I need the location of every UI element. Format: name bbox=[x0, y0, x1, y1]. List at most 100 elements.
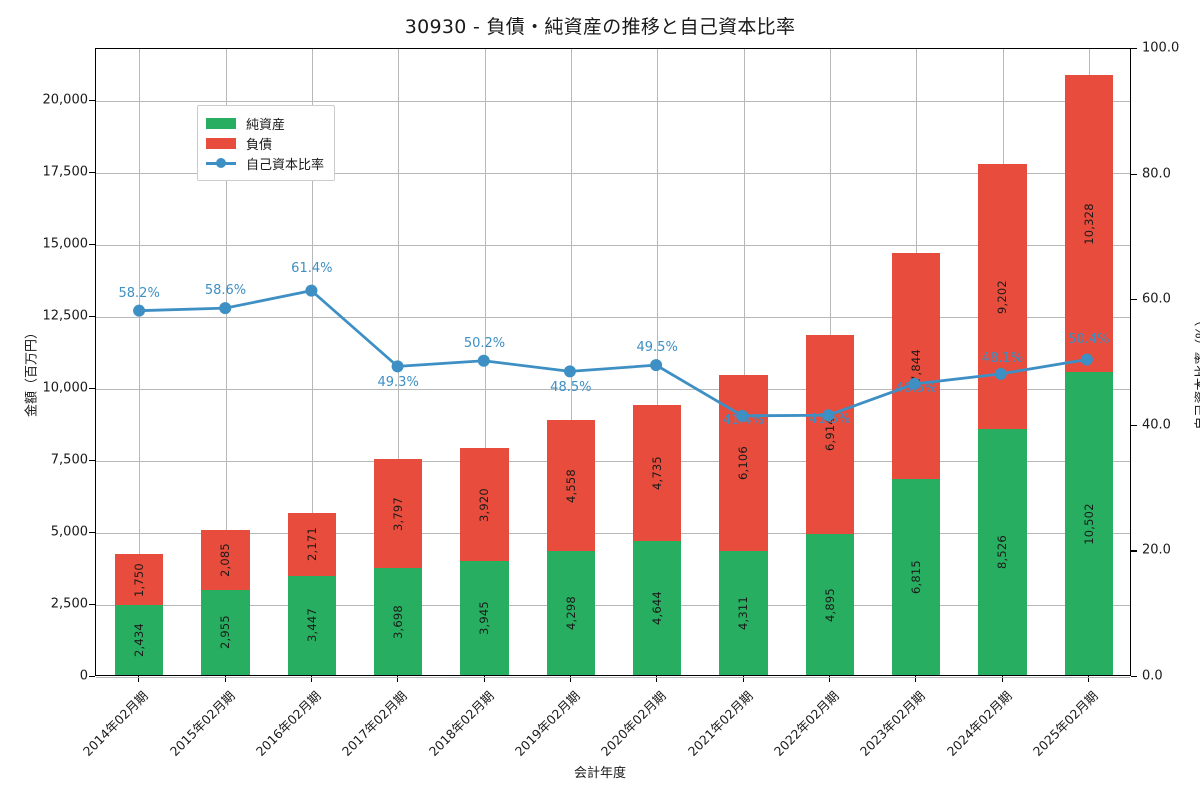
bar-group[interactable]: 2,955 2,085 bbox=[201, 529, 250, 675]
ratio-value-label: 61.4% bbox=[291, 261, 333, 277]
ratio-value-label: 41.5% bbox=[809, 412, 851, 428]
bar-value-label-liability: 3,797 bbox=[391, 496, 406, 531]
y-axis-right-tick-label: 0.0 bbox=[1142, 668, 1163, 684]
x-axis-tick-label: 2025年02月期 bbox=[1029, 688, 1101, 759]
x-axis-tick-label: 2023年02月期 bbox=[857, 688, 928, 759]
y-axis-left-tick-mark bbox=[89, 531, 95, 534]
ratio-value-label: 41.4% bbox=[722, 413, 765, 428]
bar-value-label-liability: 4,558 bbox=[563, 468, 578, 503]
bar-segment-equity[interactable]: 3,945 bbox=[460, 561, 509, 675]
bar-segment-liability[interactable]: 2,171 bbox=[287, 513, 336, 576]
ratio-value-label: 46.5% bbox=[895, 380, 937, 396]
gridline-horizontal bbox=[96, 100, 1130, 102]
bar-value-label-equity: 4,895 bbox=[822, 587, 837, 622]
x-axis-tick-label: 2014年02月期 bbox=[80, 688, 151, 759]
bar-segment-liability[interactable]: 2,085 bbox=[201, 529, 250, 590]
bar-value-label-liability: 2,085 bbox=[218, 542, 233, 577]
x-axis-tick-label: 2017年02月期 bbox=[339, 688, 410, 759]
bar-value-label-liability: 2,171 bbox=[304, 527, 319, 562]
bar-value-label-liability: 1,750 bbox=[132, 562, 147, 597]
gridline-horizontal bbox=[96, 604, 1130, 606]
bar-value-label-equity: 4,644 bbox=[650, 591, 665, 626]
x-axis-tick-mark bbox=[138, 676, 140, 682]
bar-value-label-equity: 10,502 bbox=[1081, 503, 1096, 545]
bar-segment-equity[interactable]: 4,644 bbox=[632, 541, 682, 675]
bar-group[interactable]: 8,526 9,202 bbox=[978, 164, 1027, 675]
x-axis-tick-mark bbox=[915, 676, 917, 682]
bar-segment-liability[interactable]: 9,202 bbox=[978, 164, 1027, 430]
bar-segment-equity[interactable]: 2,955 bbox=[201, 589, 250, 675]
y-axis-right-tick-label: 40.0 bbox=[1142, 417, 1171, 433]
chart-legend: 純資産 負債 自己資本比率 bbox=[197, 105, 336, 181]
gridline-horizontal bbox=[96, 532, 1130, 534]
bar-segment-equity[interactable]: 3,698 bbox=[373, 568, 423, 675]
x-axis-tick-mark bbox=[483, 676, 485, 682]
bar-segment-liability[interactable]: 3,797 bbox=[373, 459, 423, 569]
x-axis-tick-mark bbox=[742, 676, 744, 682]
y-axis-right-tick-label: 100.0 bbox=[1142, 40, 1180, 56]
bar-segment-equity[interactable]: 2,434 bbox=[114, 604, 164, 675]
bar-group[interactable]: 10,502 10,328 bbox=[1064, 74, 1113, 675]
bar-segment-equity[interactable]: 4,895 bbox=[805, 534, 854, 675]
ratio-value-label: 48.1% bbox=[981, 350, 1024, 366]
bar-segment-liability[interactable]: 3,920 bbox=[460, 448, 509, 562]
x-axis-label: 会計年度 bbox=[573, 766, 626, 781]
bar-value-label-equity: 3,945 bbox=[477, 601, 492, 636]
bar-segment-liability[interactable]: 10,328 bbox=[1064, 74, 1113, 373]
gridline-horizontal bbox=[96, 172, 1130, 174]
bar-group[interactable]: 4,644 4,735 bbox=[632, 404, 682, 675]
x-axis-tick-mark bbox=[1001, 676, 1003, 682]
bar-value-label-equity: 4,298 bbox=[563, 596, 578, 631]
ratio-value-label: 48.5% bbox=[550, 380, 592, 396]
legend-item-equity: 純資産 bbox=[206, 113, 324, 133]
ratio-value-label: 49.5% bbox=[636, 340, 678, 356]
bar-group[interactable]: 3,945 3,920 bbox=[460, 448, 509, 675]
x-axis-tick-label: 2015年02月期 bbox=[166, 688, 238, 759]
y-axis-left-tick-label: 20,000 bbox=[42, 92, 89, 108]
legend-label-ratio: 自己資本比率 bbox=[246, 157, 325, 173]
y-axis-right-tick-mark bbox=[1131, 550, 1137, 552]
legend-swatch-red-icon bbox=[206, 137, 236, 149]
x-axis-tick-label: 2018年02月期 bbox=[425, 688, 497, 759]
ratio-value-label: 58.2% bbox=[118, 285, 160, 301]
bar-segment-equity[interactable]: 4,311 bbox=[719, 550, 768, 675]
bar-group[interactable]: 4,895 6,914 bbox=[805, 334, 854, 675]
bar-segment-liability[interactable]: 6,106 bbox=[719, 374, 768, 551]
bar-segment-liability[interactable]: 4,735 bbox=[632, 404, 682, 542]
bar-segment-equity[interactable]: 10,502 bbox=[1064, 372, 1113, 675]
bar-group[interactable]: 6,815 7,844 bbox=[891, 252, 941, 675]
bar-segment-liability[interactable]: 7,844 bbox=[891, 252, 941, 479]
bar-segment-equity[interactable]: 8,526 bbox=[978, 429, 1027, 675]
bar-segment-liability[interactable]: 6,914 bbox=[805, 334, 854, 534]
x-axis-tick-label: 2022年02月期 bbox=[770, 688, 842, 759]
bar-value-label-liability: 9,202 bbox=[995, 279, 1010, 314]
x-axis-tick-label: 2024年02月期 bbox=[943, 688, 1015, 759]
legend-line-marker-icon bbox=[206, 156, 236, 170]
legend-item-liability: 負債 bbox=[206, 133, 324, 153]
x-axis-tick-label: 2016年02月期 bbox=[252, 688, 324, 759]
y-axis-left-tick-mark bbox=[89, 171, 95, 174]
chart-title: 30930 - 負債・純資産の推移と自己資本比率 bbox=[404, 16, 796, 38]
bar-value-label-liability: 7,844 bbox=[909, 348, 924, 383]
y-axis-left-tick-mark bbox=[89, 603, 95, 606]
y-axis-left-tick-label: 10,000 bbox=[42, 380, 89, 396]
bar-segment-equity[interactable]: 6,815 bbox=[891, 478, 941, 675]
bar-segment-equity[interactable]: 3,447 bbox=[287, 575, 336, 675]
y-axis-left-tick-label: 12,500 bbox=[42, 308, 89, 324]
y-axis-right-tick-mark bbox=[1131, 299, 1137, 301]
bar-segment-liability[interactable]: 1,750 bbox=[114, 554, 164, 605]
bar-group[interactable]: 4,298 4,558 bbox=[546, 419, 595, 675]
bar-group[interactable]: 3,698 3,797 bbox=[373, 459, 423, 675]
bar-group[interactable]: 2,434 1,750 bbox=[114, 554, 164, 675]
gridline-horizontal bbox=[96, 316, 1130, 318]
bar-segment-equity[interactable]: 4,298 bbox=[546, 551, 595, 675]
bar-segment-liability[interactable]: 4,558 bbox=[546, 419, 595, 552]
bar-value-label-liability: 10,328 bbox=[1081, 202, 1096, 245]
bar-value-label-liability: 6,106 bbox=[736, 445, 751, 480]
ratio-polyline bbox=[137, 289, 1089, 418]
y-axis-right-tick-label: 60.0 bbox=[1142, 291, 1171, 307]
ratio-data-point[interactable] bbox=[650, 359, 663, 372]
y-axis-left-tick-label: 15,000 bbox=[42, 236, 89, 252]
y-axis-left-tick-mark bbox=[89, 459, 95, 462]
bar-group[interactable]: 3,447 2,171 bbox=[287, 513, 336, 675]
